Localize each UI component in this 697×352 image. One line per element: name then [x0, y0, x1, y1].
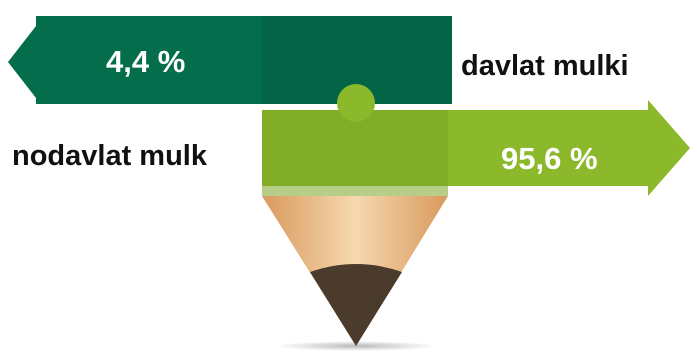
nonstate-arrow-band: [262, 110, 448, 196]
nonstate-share-label: nodavlat mulk: [12, 140, 207, 172]
pencil-lead: [310, 264, 402, 346]
nonstate-share-value: 95,6 %: [501, 141, 598, 176]
state-share-value: 4,4 %: [106, 44, 186, 79]
puzzle-tab: [337, 84, 375, 122]
state-share-arrow: [8, 16, 452, 104]
state-share-label: davlat mulki: [461, 50, 629, 82]
